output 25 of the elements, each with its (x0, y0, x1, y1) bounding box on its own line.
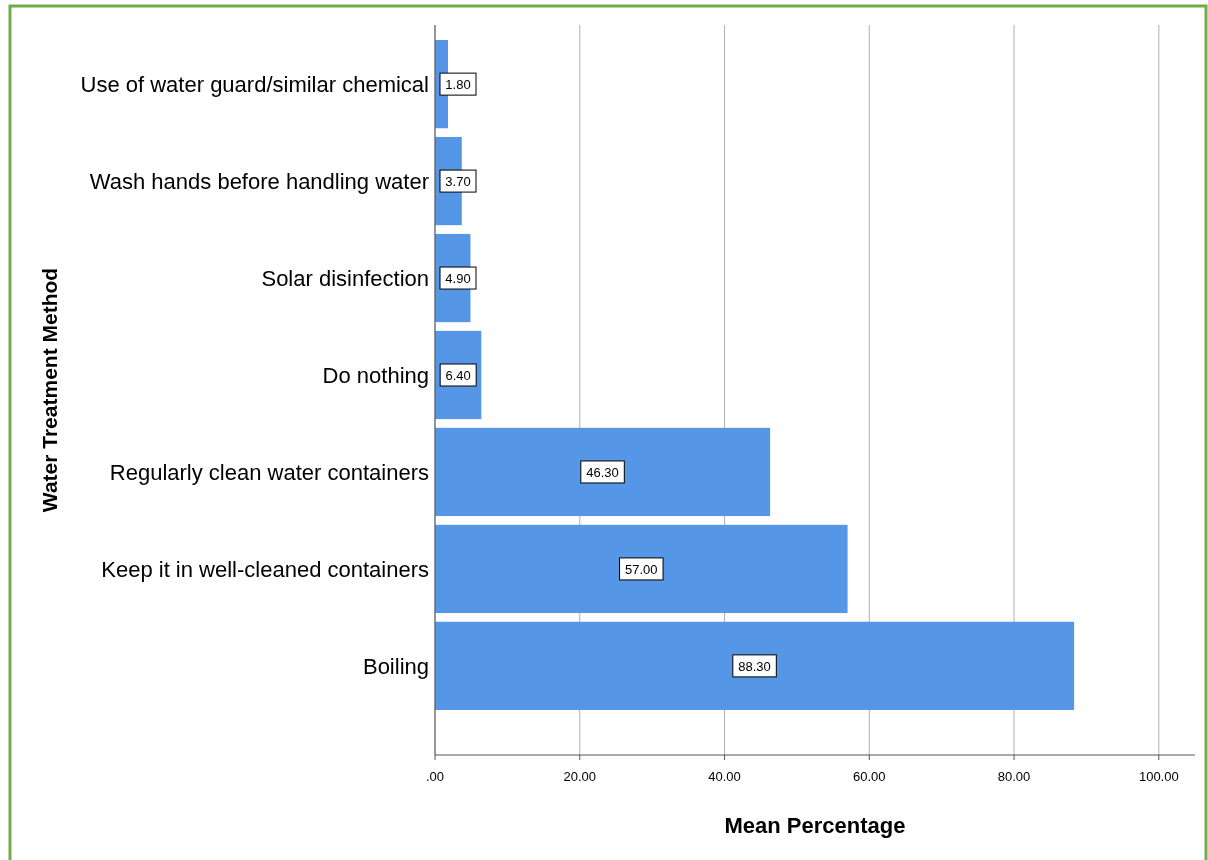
y-axis-title: Water Treatment Method (38, 267, 61, 513)
y-tick-label: Wash hands before handling water (89, 169, 429, 195)
y-tick-label: Regularly clean water containers (109, 459, 429, 485)
bar (435, 524, 848, 614)
data-label: 4.90 (445, 271, 471, 287)
y-tick-label: Use of water guard/similar chemical (80, 72, 429, 98)
bar (435, 621, 1075, 710)
data-label: 6.40 (445, 368, 471, 383)
x-tick-label: .00 (425, 769, 445, 784)
data-label: 1.80 (445, 77, 471, 93)
y-tick-label: Boiling (362, 653, 429, 679)
x-axis-title: Mean Percentage (724, 813, 906, 838)
data-label: 57.00 (625, 561, 658, 577)
data-label: 3.70 (445, 174, 471, 190)
data-label: 88.30 (738, 658, 771, 674)
y-tick-label: Do nothing (322, 363, 429, 388)
x-tick-label: 40.00 (708, 769, 741, 784)
x-tick-label: 80.00 (997, 769, 1031, 784)
x-tick-label: 100.00 (1138, 769, 1179, 784)
y-tick-label: Keep it in well-cleaned containers (101, 556, 429, 582)
y-tick-label: Solar disinfection (261, 266, 429, 292)
bar (435, 427, 771, 517)
data-label: 46.30 (586, 464, 619, 480)
x-tick-label: 20.00 (563, 769, 597, 784)
x-tick-label: 60.00 (853, 769, 886, 784)
